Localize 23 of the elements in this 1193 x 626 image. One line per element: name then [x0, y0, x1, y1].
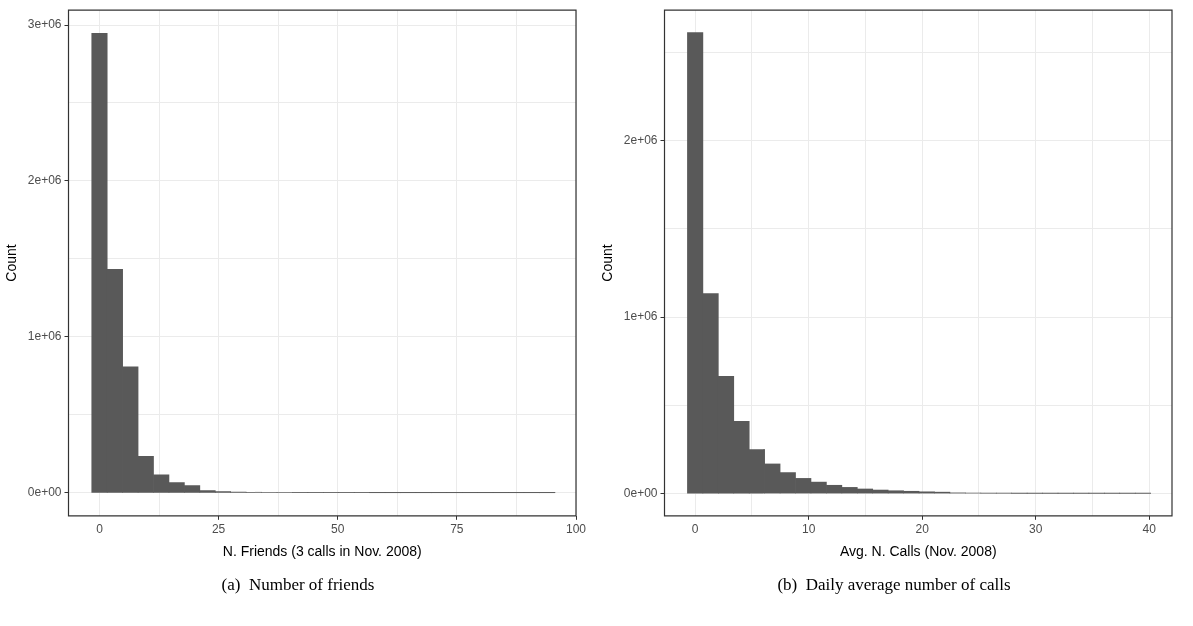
- text: (a) Number of friends: [220, 575, 376, 595]
- y-tick-label: 1e+06: [27, 329, 62, 344]
- y-tick-label: 0e+00: [27, 485, 62, 500]
- x-tick-label: 40: [1142, 522, 1157, 537]
- x-axis-title: N. Friends (3 calls in Nov. 2008): [222, 543, 422, 560]
- x-tick-label: 0: [691, 522, 699, 537]
- y-tick-label: 3e+06: [27, 17, 62, 32]
- y-tick-label: 1e+06: [623, 309, 658, 324]
- y-axis-title: Count: [599, 244, 616, 282]
- x-tick-label: 30: [1029, 522, 1043, 537]
- text: (b) Daily average number of calls: [776, 575, 1012, 595]
- x-tick-label: 75: [450, 522, 464, 537]
- y-tick-label: 2e+06: [623, 133, 658, 148]
- x-tick-label: 100: [565, 522, 587, 537]
- x-tick-label: 25: [211, 522, 226, 537]
- y-tick-label: 0e+00: [623, 485, 658, 500]
- x-tick-label: 20: [915, 522, 930, 537]
- y-axis-title: Count: [3, 244, 20, 282]
- x-tick-label: 10: [802, 522, 816, 537]
- x-tick-label: 0: [96, 522, 104, 537]
- y-tick-label: 2e+06: [27, 173, 62, 188]
- x-tick-label: 50: [331, 522, 345, 537]
- x-axis-title: Avg. N. Calls (Nov. 2008): [839, 543, 997, 560]
